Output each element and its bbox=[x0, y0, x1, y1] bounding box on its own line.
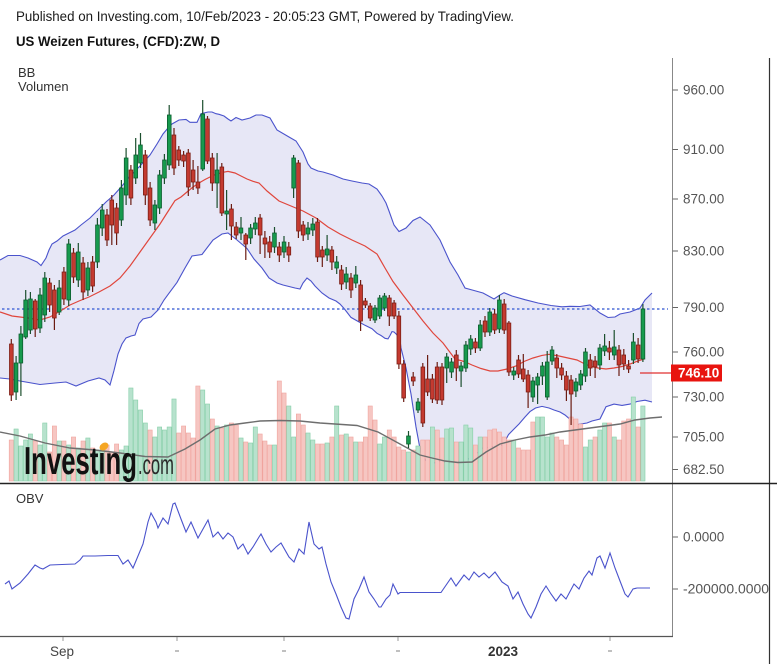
svg-text:0.0000: 0.0000 bbox=[683, 530, 724, 545]
svg-text:682.50: 682.50 bbox=[683, 462, 724, 477]
svg-text:Volumen: Volumen bbox=[18, 79, 69, 94]
svg-text:790.00: 790.00 bbox=[683, 300, 724, 315]
svg-text:.com: .com bbox=[138, 449, 174, 480]
svg-text:Published on Investing.com, 10: Published on Investing.com, 10/Feb/2023 … bbox=[16, 9, 514, 24]
svg-text:705.00: 705.00 bbox=[683, 430, 724, 445]
svg-text:BB: BB bbox=[18, 65, 35, 80]
svg-text:Investing: Investing bbox=[24, 440, 137, 483]
svg-text:830.00: 830.00 bbox=[683, 244, 724, 259]
svg-text:730.00: 730.00 bbox=[683, 390, 724, 405]
svg-text:2023: 2023 bbox=[488, 644, 519, 659]
svg-text:746.10: 746.10 bbox=[678, 366, 719, 381]
svg-text:760.00: 760.00 bbox=[683, 345, 724, 360]
svg-text:US Weizen Futures, (CFD):ZW, D: US Weizen Futures, (CFD):ZW, D bbox=[16, 34, 220, 50]
svg-text:-200000.0000: -200000.0000 bbox=[683, 582, 769, 597]
svg-text:870.00: 870.00 bbox=[683, 192, 724, 207]
svg-text:910.00: 910.00 bbox=[683, 142, 724, 157]
svg-text:OBV: OBV bbox=[16, 491, 44, 506]
svg-text:960.00: 960.00 bbox=[683, 83, 724, 98]
svg-text:Sep: Sep bbox=[50, 644, 74, 659]
